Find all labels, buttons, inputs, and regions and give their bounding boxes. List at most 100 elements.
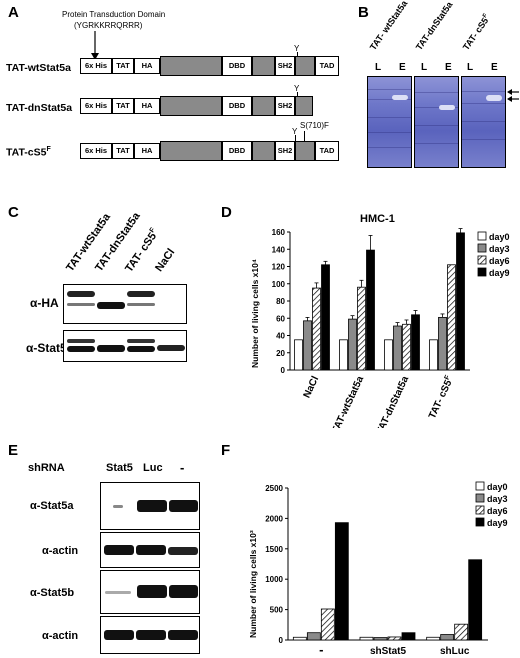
- his-tag-segment: 6x His: [80, 143, 112, 159]
- bar-day0: [426, 636, 441, 641]
- bar-day3: [440, 634, 455, 641]
- bar-day0: [384, 339, 393, 371]
- panel-f-letter: F: [221, 442, 231, 459]
- legend-label-day3: day3: [489, 244, 510, 254]
- bar-day0: [294, 339, 303, 371]
- blot-lane-nacl: NaCl: [153, 246, 178, 274]
- ptd-arrow: [91, 31, 99, 60]
- legend-label-day9: day9: [489, 268, 510, 278]
- his-tag-segment: 6x His: [80, 58, 112, 74]
- legend-label-day6: day6: [487, 506, 508, 516]
- bar-day3: [373, 637, 388, 641]
- y-tick-label: 0: [281, 366, 286, 375]
- bar-day9: [366, 249, 375, 371]
- panel-e-letter: E: [8, 442, 19, 459]
- eluate-band: [392, 95, 408, 100]
- panel-c-letter: C: [8, 204, 19, 221]
- gel-lane-e-3: E: [491, 62, 498, 73]
- legend-label-day0: day0: [487, 482, 508, 492]
- blot-row-label-actin-1: α-actin: [42, 545, 79, 557]
- y-tick-label: 160: [272, 228, 286, 237]
- dbd-segment: DBD: [222, 96, 252, 116]
- y-tick-label: 2000: [265, 514, 283, 523]
- ha-segment: HA: [134, 143, 160, 159]
- linker-segment: [252, 141, 275, 161]
- tyrosine-mark: Y: [294, 44, 300, 53]
- blot-row-label-stat5a: α-Stat5a: [30, 500, 74, 512]
- legend-swatch-day9: [477, 267, 487, 277]
- linker-segment: [252, 96, 275, 116]
- gel-lane-title-wtstat5a: TAT- wtStat5a: [367, 0, 410, 53]
- mark-tick: [304, 131, 305, 141]
- coomassie-gel-2: [414, 76, 459, 168]
- construct-label-dnstat5a: TAT-dnStat5a: [6, 102, 73, 114]
- bar-day3: [393, 325, 402, 371]
- tat-segment: TAT: [112, 98, 134, 114]
- chart-title: HMC-1: [360, 213, 395, 225]
- tat-segment: TAT: [112, 143, 134, 159]
- y-axis-label: Number of living cells x10⁴: [250, 259, 260, 368]
- ptd-title: Protein Transduction Domain: [62, 10, 166, 19]
- mark-tick: [295, 135, 296, 141]
- gel-lane-l-1: L: [375, 62, 382, 73]
- y-tick-label: 1000: [265, 575, 283, 584]
- panel-a-letter: A: [8, 4, 19, 21]
- linker-segment: [160, 96, 222, 116]
- gel-lane-e-1: E: [399, 62, 406, 73]
- bar-day9: [334, 522, 349, 641]
- x-tick-label: shStat5: [370, 646, 407, 657]
- bar-day0: [429, 339, 438, 371]
- construct-label-cs5f: TAT-cS5F: [6, 146, 51, 159]
- ptd-sequence: (YGRKKRRQRRR): [74, 21, 143, 30]
- bar-day0: [359, 636, 374, 641]
- x-tick-label: TAT-dnStat5a: [375, 374, 412, 428]
- bar-day3: [303, 320, 312, 371]
- legend-swatch-day0: [475, 481, 485, 491]
- legend-swatch-day6: [475, 505, 485, 515]
- shrna-lane-stat5: Stat5: [106, 462, 133, 474]
- serine-mutation-mark: S(710)F: [300, 121, 329, 130]
- chart-f: Number of living cells x10³ 0 500 1000 1500 2…: [248, 481, 508, 657]
- x-tick-label: TAT- cS5F: [426, 374, 456, 421]
- y-tick-label: 2500: [265, 484, 283, 493]
- linker-segment: [252, 56, 275, 76]
- bar-day9: [411, 314, 420, 371]
- coomassie-gel-1: [367, 76, 412, 168]
- western-blot-stat5b: [100, 570, 200, 614]
- y-tick-label: 140: [272, 245, 286, 254]
- shrna-label: shRNA: [28, 462, 65, 474]
- bar-day3: [306, 632, 321, 641]
- dbd-segment: DBD: [222, 141, 252, 161]
- blot-row-label-stat5b: α-Stat5b: [30, 587, 75, 599]
- sh2-segment: SH2: [275, 56, 295, 76]
- y-tick-label: 120: [272, 263, 286, 272]
- legend-swatch-day0: [477, 231, 487, 241]
- blot-row-label-actin-2: α-actin: [42, 630, 79, 642]
- bar-day6: [357, 286, 366, 371]
- western-blot-actin-2: [100, 616, 200, 654]
- bar-day6: [312, 287, 321, 371]
- x-tick-label: -: [319, 642, 323, 657]
- bar-day6: [387, 636, 402, 641]
- shrna-lane-control: -: [180, 460, 185, 475]
- linker-segment: [160, 56, 222, 76]
- tad-segment: TAD: [315, 141, 339, 161]
- gel-lane-e-2: E: [445, 62, 452, 73]
- x-tick-label: NaCl: [302, 374, 322, 399]
- western-blot-ha: [63, 284, 187, 324]
- panel-d-letter: D: [221, 204, 232, 221]
- sh2-segment: SH2: [275, 141, 295, 161]
- tat-segment: TAT: [112, 58, 134, 74]
- gel-lane-title-cs5f: TAT- cS5F: [460, 12, 491, 53]
- bar-day6: [447, 264, 456, 371]
- band-arrows: [507, 89, 519, 102]
- tyrosine-mark: Y: [294, 84, 300, 93]
- coomassie-gel-3: [461, 76, 506, 168]
- mark-tick: [297, 52, 298, 57]
- shrna-lane-luc: Luc: [143, 462, 163, 474]
- panel-b-letter: B: [358, 4, 369, 21]
- gel-lane-title-dnstat5a: TAT-dnStat5a: [413, 0, 455, 52]
- construct-label-wtstat5a: TAT-wtStat5a: [6, 62, 71, 74]
- blot-row-label-stat5: α-Stat5: [26, 341, 67, 355]
- bar-day3: [348, 318, 357, 371]
